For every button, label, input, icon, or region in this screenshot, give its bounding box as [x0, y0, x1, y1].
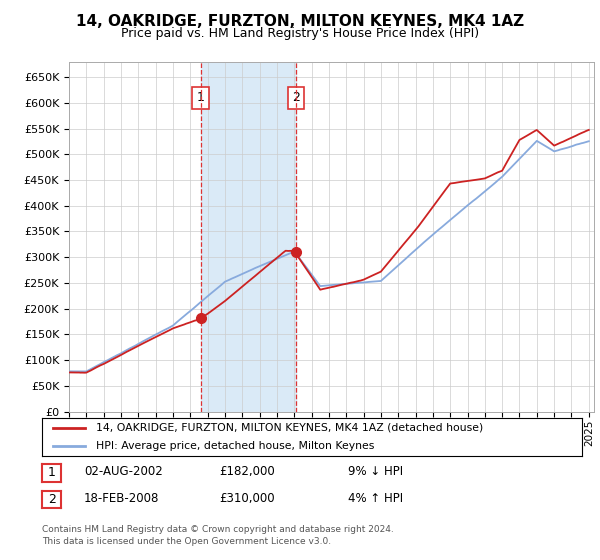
Text: 02-AUG-2002: 02-AUG-2002	[84, 465, 163, 478]
Text: 2: 2	[292, 91, 300, 104]
Text: Contains HM Land Registry data © Crown copyright and database right 2024.
This d: Contains HM Land Registry data © Crown c…	[42, 525, 394, 546]
Text: 1: 1	[47, 466, 56, 479]
Text: HPI: Average price, detached house, Milton Keynes: HPI: Average price, detached house, Milt…	[96, 441, 374, 451]
Text: £310,000: £310,000	[219, 492, 275, 505]
Text: 14, OAKRIDGE, FURZTON, MILTON KEYNES, MK4 1AZ: 14, OAKRIDGE, FURZTON, MILTON KEYNES, MK…	[76, 14, 524, 29]
Text: Price paid vs. HM Land Registry's House Price Index (HPI): Price paid vs. HM Land Registry's House …	[121, 27, 479, 40]
Text: 14, OAKRIDGE, FURZTON, MILTON KEYNES, MK4 1AZ (detached house): 14, OAKRIDGE, FURZTON, MILTON KEYNES, MK…	[96, 423, 483, 433]
Text: 1: 1	[197, 91, 205, 104]
Bar	[200, 62, 296, 412]
Text: 2: 2	[47, 493, 56, 506]
Text: 18-FEB-2008: 18-FEB-2008	[84, 492, 160, 505]
Text: 4% ↑ HPI: 4% ↑ HPI	[348, 492, 403, 505]
Text: £182,000: £182,000	[219, 465, 275, 478]
Text: 9% ↓ HPI: 9% ↓ HPI	[348, 465, 403, 478]
